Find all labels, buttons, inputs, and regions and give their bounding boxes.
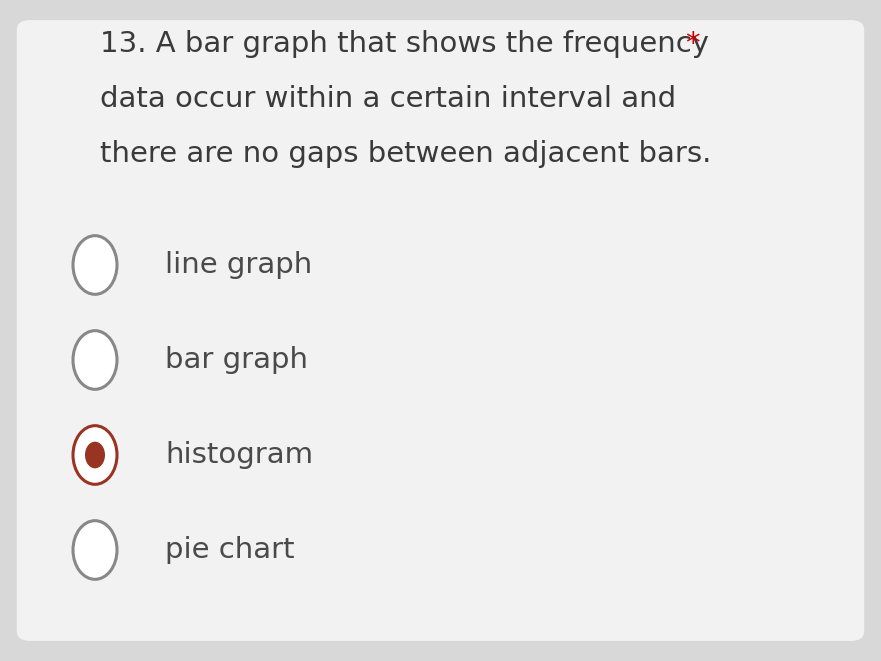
Text: data occur within a certain interval and: data occur within a certain interval and (100, 85, 676, 113)
Text: histogram: histogram (165, 441, 313, 469)
Text: there are no gaps between adjacent bars.: there are no gaps between adjacent bars. (100, 140, 711, 168)
Text: bar graph: bar graph (165, 346, 308, 374)
Text: pie chart: pie chart (165, 536, 294, 564)
Ellipse shape (73, 330, 117, 389)
Text: line graph: line graph (165, 251, 312, 279)
Text: *: * (685, 30, 700, 58)
Ellipse shape (73, 236, 117, 294)
Ellipse shape (73, 426, 117, 485)
Ellipse shape (85, 442, 105, 469)
Text: 13. A bar graph that shows the frequency: 13. A bar graph that shows the frequency (100, 30, 718, 58)
Ellipse shape (73, 521, 117, 579)
